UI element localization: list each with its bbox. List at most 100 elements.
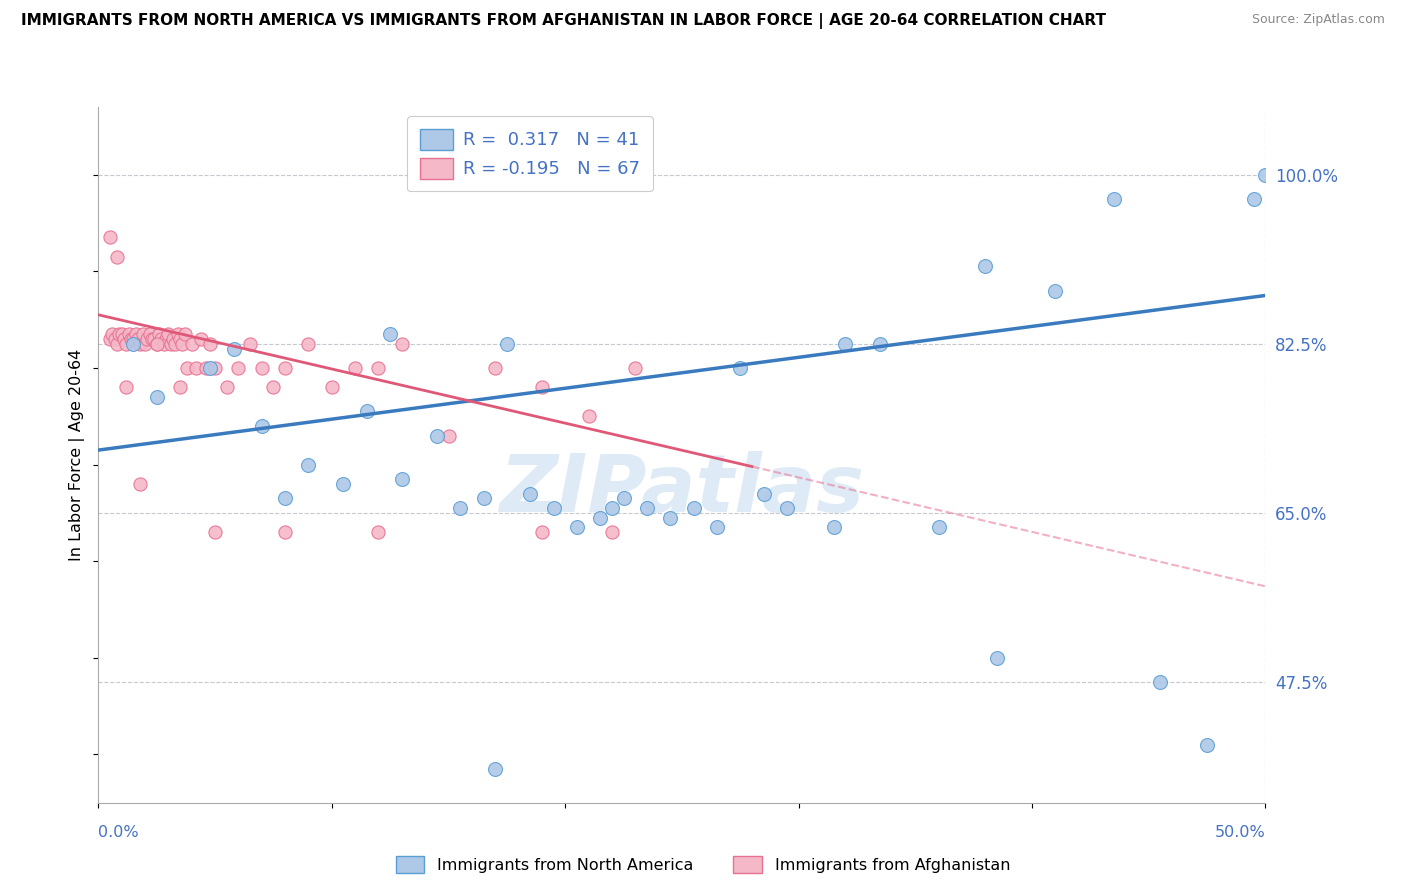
Point	[624, 361, 647, 376]
Point	[115, 380, 138, 394]
Point	[600, 501, 623, 516]
Point	[180, 336, 202, 351]
Point	[530, 380, 553, 394]
Point	[194, 361, 217, 376]
Point	[200, 361, 222, 376]
Point	[157, 327, 180, 342]
Point	[146, 336, 169, 351]
Point	[104, 332, 127, 346]
Point	[519, 486, 541, 500]
Point	[344, 361, 367, 376]
Point	[578, 409, 600, 424]
Text: IMMIGRANTS FROM NORTH AMERICA VS IMMIGRANTS FROM AFGHANISTAN IN LABOR FORCE | AG: IMMIGRANTS FROM NORTH AMERICA VS IMMIGRA…	[21, 13, 1107, 29]
Point	[974, 260, 997, 274]
Point	[186, 361, 208, 376]
Point	[565, 520, 588, 534]
Point	[122, 336, 145, 351]
Point	[98, 230, 121, 244]
Point	[274, 361, 297, 376]
Point	[262, 380, 284, 394]
Point	[869, 336, 891, 351]
Point	[136, 332, 159, 346]
Point	[391, 336, 413, 351]
Point	[297, 458, 319, 472]
Point	[659, 510, 682, 524]
Y-axis label: In Labor Force | Age 20-64: In Labor Force | Age 20-64	[69, 349, 86, 561]
Point	[321, 380, 343, 394]
Text: 50.0%: 50.0%	[1215, 825, 1265, 840]
Point	[132, 327, 155, 342]
Point	[159, 336, 181, 351]
Point	[332, 476, 354, 491]
Text: ZIPatlas: ZIPatlas	[499, 450, 865, 529]
Point	[391, 472, 413, 486]
Point	[1254, 168, 1277, 182]
Point	[1102, 192, 1125, 206]
Point	[222, 342, 245, 356]
Point	[1243, 192, 1265, 206]
Point	[173, 327, 195, 342]
Point	[204, 361, 226, 376]
Point	[378, 327, 402, 342]
Point	[172, 336, 194, 351]
Point	[589, 510, 612, 524]
Point	[250, 419, 273, 434]
Point	[356, 404, 378, 418]
Point	[146, 336, 169, 351]
Point	[928, 520, 950, 534]
Point	[367, 361, 389, 376]
Point	[162, 332, 184, 346]
Point	[146, 390, 169, 404]
Point	[986, 651, 1008, 665]
Point	[190, 332, 212, 346]
Point	[105, 250, 128, 264]
Point	[141, 332, 163, 346]
Point	[148, 327, 170, 342]
Point	[111, 327, 134, 342]
Point	[125, 327, 148, 342]
Point	[204, 525, 226, 540]
Point	[165, 336, 187, 351]
Point	[274, 525, 297, 540]
Point	[484, 361, 506, 376]
Point	[118, 327, 141, 342]
Point	[200, 336, 222, 351]
Point	[472, 491, 495, 506]
Point	[122, 332, 145, 346]
Point	[543, 501, 565, 516]
Legend: Immigrants from North America, Immigrants from Afghanistan: Immigrants from North America, Immigrant…	[389, 849, 1017, 880]
Point	[112, 332, 135, 346]
Point	[129, 336, 152, 351]
Point	[1045, 284, 1067, 298]
Point	[297, 336, 319, 351]
Point	[129, 476, 152, 491]
Point	[636, 501, 658, 516]
Point	[239, 336, 262, 351]
Point	[105, 336, 128, 351]
Point	[834, 336, 856, 351]
Point	[426, 428, 449, 442]
Text: Source: ZipAtlas.com: Source: ZipAtlas.com	[1251, 13, 1385, 27]
Point	[152, 336, 174, 351]
Point	[176, 361, 198, 376]
Point	[166, 327, 188, 342]
Text: 0.0%: 0.0%	[98, 825, 139, 840]
Point	[228, 361, 250, 376]
Point	[530, 525, 553, 540]
Point	[108, 327, 131, 342]
Point	[613, 491, 636, 506]
Point	[274, 491, 297, 506]
Point	[367, 525, 389, 540]
Point	[730, 361, 752, 376]
Point	[169, 380, 191, 394]
Point	[682, 501, 704, 516]
Point	[101, 327, 124, 342]
Point	[127, 332, 149, 346]
Point	[169, 332, 191, 346]
Point	[98, 332, 121, 346]
Point	[776, 501, 799, 516]
Point	[449, 501, 471, 516]
Point	[150, 332, 173, 346]
Point	[120, 332, 142, 346]
Legend: R =  0.317   N = 41, R = -0.195   N = 67: R = 0.317 N = 41, R = -0.195 N = 67	[408, 116, 652, 191]
